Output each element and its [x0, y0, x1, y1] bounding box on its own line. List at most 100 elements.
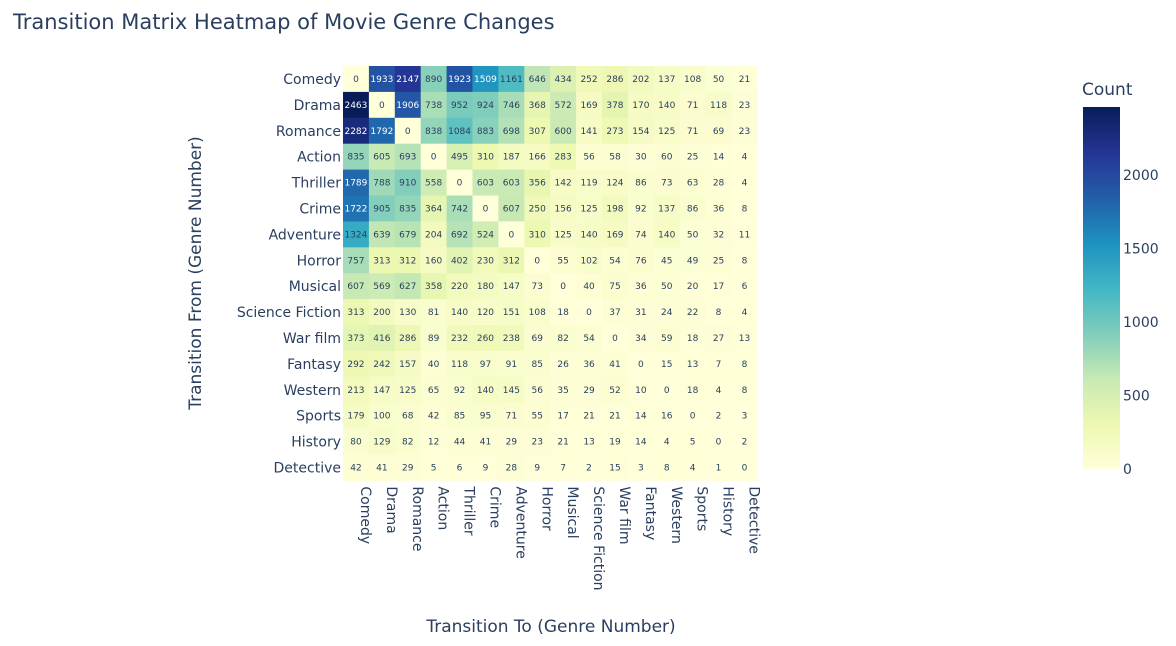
cell-value-label: 3 [638, 463, 644, 473]
heatmap-cell-horror-to-musical [550, 247, 577, 274]
y-tick-label-drama: Drama [294, 98, 341, 114]
heatmap-cell-fantasy-to-action [420, 350, 447, 378]
heatmap-cell-adventure-to-science-fiction [576, 221, 603, 248]
cell-value-label: 59 [661, 334, 673, 344]
heatmap-cell-science-fiction-to-detective [731, 299, 758, 326]
cell-value-label: 558 [425, 179, 442, 189]
heatmap-cell-detective-to-western [653, 454, 681, 481]
cell-value-label: 147 [503, 282, 520, 292]
cell-value-label: 7 [560, 463, 566, 473]
heatmap-cell-fantasy-to-comedy [343, 350, 370, 378]
heatmap-cell-crime-to-fantasy [627, 195, 655, 222]
cell-value-label: 14 [635, 412, 647, 422]
cell-value-label: 157 [399, 360, 416, 370]
colorbar-tick-label: 1000 [1123, 315, 1159, 331]
heatmap-cell-war-film-to-horror [524, 325, 551, 352]
x-tick-label-thriller: Thriller [461, 485, 477, 535]
heatmap-cell-musical-to-history [705, 273, 732, 300]
cell-value-label: 4 [690, 463, 696, 473]
cell-value-label: 0 [716, 438, 722, 448]
heatmap-cell-fantasy-to-detective [731, 350, 758, 378]
heatmap-cell-adventure-to-horror [524, 221, 551, 248]
heatmap-cell-romance-to-history [705, 117, 732, 145]
cell-value-label: 679 [399, 230, 416, 240]
cell-value-label: 757 [347, 256, 364, 266]
cell-value-label: 10 [635, 386, 647, 396]
heatmap-cell-western-to-comedy [343, 376, 370, 404]
heatmap-cell-drama-to-history [705, 91, 732, 119]
heatmap-cell-horror-to-crime [472, 247, 499, 274]
cell-value-label: 260 [477, 334, 494, 344]
cell-value-label: 692 [451, 230, 468, 240]
heatmap-cell-action-to-sports [679, 143, 706, 170]
cell-value-label: 2282 [344, 127, 367, 137]
cell-value-label: 25 [713, 256, 724, 266]
cell-value-label: 639 [373, 230, 390, 240]
cell-value-label: 37 [609, 308, 620, 318]
cell-value-label: 75 [609, 282, 620, 292]
cell-value-label: 600 [555, 127, 572, 137]
cell-value-label: 4 [664, 438, 670, 448]
heatmap-cell-musical-to-crime [472, 273, 499, 300]
cell-value-label: 252 [580, 75, 597, 85]
cell-value-label: 108 [684, 75, 701, 85]
cell-value-label: 140 [477, 386, 494, 396]
cell-value-label: 1509 [474, 75, 497, 85]
cell-value-label: 35 [557, 386, 568, 396]
y-tick-label-war-film: War film [283, 331, 341, 347]
heatmap-cell-sports-to-sports [679, 402, 706, 429]
heatmap-cell-musical-to-drama [368, 273, 396, 300]
cell-value-label: 28 [506, 463, 518, 473]
heatmap-cell-horror-to-western [653, 247, 681, 274]
heatmap-cell-history-to-western [653, 428, 681, 455]
heatmap-cell-fantasy-to-musical [550, 350, 577, 378]
heatmap-cell-science-fiction-to-comedy [343, 299, 370, 326]
cell-value-label: 74 [635, 230, 647, 240]
cell-value-label: 8 [742, 360, 748, 370]
heatmap-cell-science-fiction-to-history [705, 299, 732, 326]
cell-value-label: 1792 [370, 127, 393, 137]
heatmap-cell-romance-to-musical [550, 117, 577, 145]
cell-value-label: 97 [480, 360, 491, 370]
heatmap-cell-romance-to-fantasy [627, 117, 655, 145]
cell-value-label: 738 [425, 101, 442, 111]
cell-value-label: 14 [635, 438, 647, 448]
heatmap-cell-thriller-to-romance [394, 169, 422, 196]
cell-value-label: 140 [658, 230, 675, 240]
heatmap-cell-horror-to-adventure [498, 247, 525, 274]
cell-value-label: 0 [560, 282, 566, 292]
cell-value-label: 9 [534, 463, 540, 473]
cell-value-label: 2 [586, 463, 592, 473]
cell-value-label: 742 [451, 204, 468, 214]
cell-value-label: 835 [399, 204, 416, 214]
x-tick-label-crime: Crime [486, 486, 502, 528]
heatmap-cell-sports-to-western [653, 402, 681, 429]
cell-value-label: 3 [742, 412, 748, 422]
colorbar-ticks: 0 500 1000 1500 2000 [1123, 168, 1159, 478]
cell-value-label: 56 [583, 153, 595, 163]
heatmap-cell-musical-to-sports [679, 273, 706, 300]
heatmap-cell-history-to-comedy [343, 428, 370, 455]
heatmap-cell-adventure-to-action [420, 221, 447, 248]
heatmap-cell-history-to-thriller [446, 428, 473, 455]
heatmap-cell-romance-to-action [420, 117, 447, 145]
heatmap-cell-comedy-to-thriller [446, 66, 473, 93]
heatmap-cell-thriller-to-sports [679, 169, 706, 196]
heatmap-cell-crime-to-drama [368, 195, 396, 222]
heatmap-cell-history-to-drama [368, 428, 396, 455]
heatmap-cell-drama-to-action [420, 91, 447, 119]
heatmap-cell-romance-to-war-film [602, 117, 629, 145]
heatmap-cell-drama-to-drama [368, 91, 396, 119]
heatmap-cell-sports-to-history [705, 402, 732, 429]
cell-value-label: 4 [742, 308, 748, 318]
heatmap-cell-comedy-to-horror [524, 66, 551, 93]
cell-value-label: 220 [451, 282, 468, 292]
heatmap-cell-adventure-to-crime [472, 221, 499, 248]
cell-value-label: 0 [431, 153, 437, 163]
cell-value-label: 41 [609, 360, 620, 370]
x-tick-label-drama: Drama [383, 486, 399, 533]
cell-value-label: 15 [661, 360, 672, 370]
cell-value-label: 24 [661, 308, 673, 318]
cell-value-label: 835 [347, 153, 364, 163]
cell-value-label: 0 [612, 334, 618, 344]
